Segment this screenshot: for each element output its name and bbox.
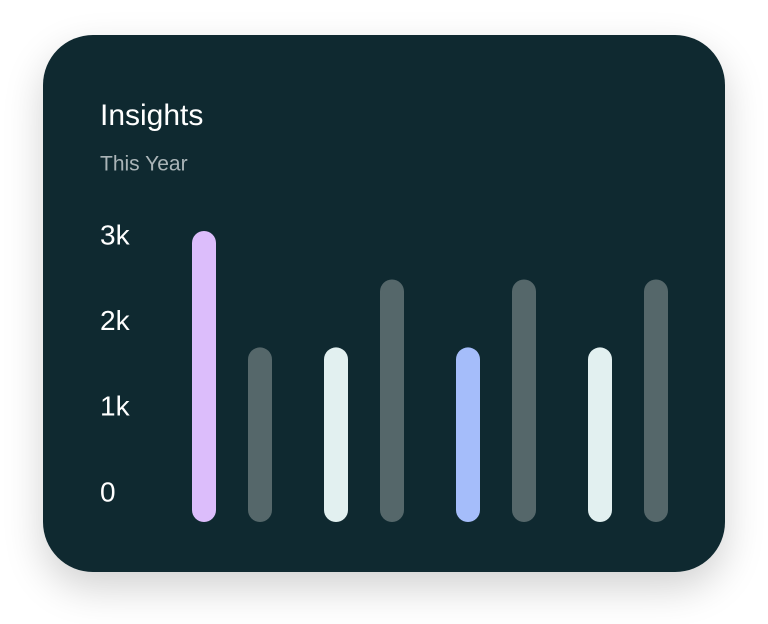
bar	[324, 347, 348, 522]
bar	[512, 279, 536, 522]
y-tick-label: 3k	[100, 219, 131, 250]
y-tick-label: 2k	[100, 305, 131, 336]
bar	[192, 231, 216, 522]
bar	[380, 279, 404, 522]
y-tick-label: 0	[100, 476, 116, 507]
bar	[588, 347, 612, 522]
bar	[456, 347, 480, 522]
bar	[644, 279, 668, 522]
chart-subtitle: This Year	[100, 153, 188, 176]
y-tick-label: 1k	[100, 391, 131, 422]
bar	[248, 347, 272, 522]
chart-title: Insights	[100, 99, 203, 132]
